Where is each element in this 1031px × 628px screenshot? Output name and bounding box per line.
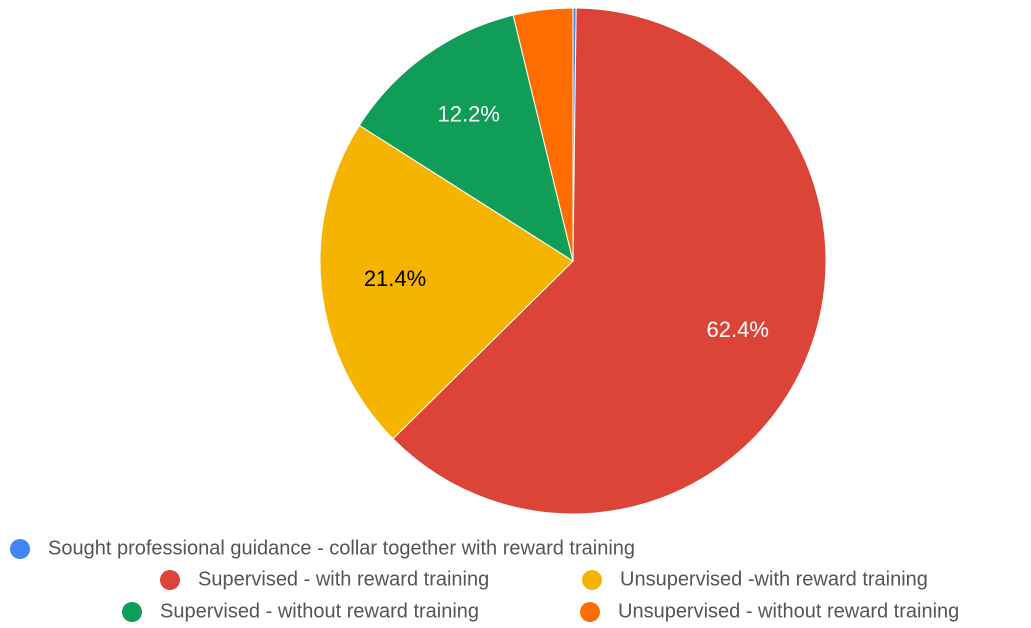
pie-slice	[512, 7, 574, 262]
legend-swatch	[10, 539, 30, 559]
legend-label: Unsupervised - without reward training	[618, 600, 959, 622]
legend-swatch	[160, 570, 180, 590]
legend-label: Supervised - with reward training	[198, 568, 489, 590]
slice-label: 12.2%	[438, 101, 500, 126]
legend-label: Unsupervised -with reward training	[620, 568, 928, 590]
slice-label: 21.4%	[364, 266, 426, 291]
legend-label: Supervised - without reward training	[160, 600, 479, 622]
pie-slice	[392, 7, 827, 515]
legend-swatch	[122, 602, 142, 622]
pie-slice	[358, 14, 574, 263]
pie-slice	[319, 124, 574, 440]
legend-label: Sought professional guidance - collar to…	[48, 537, 635, 559]
legend-swatch	[582, 570, 602, 590]
legend-swatch	[580, 602, 600, 622]
slice-label: 62.4%	[707, 317, 769, 342]
